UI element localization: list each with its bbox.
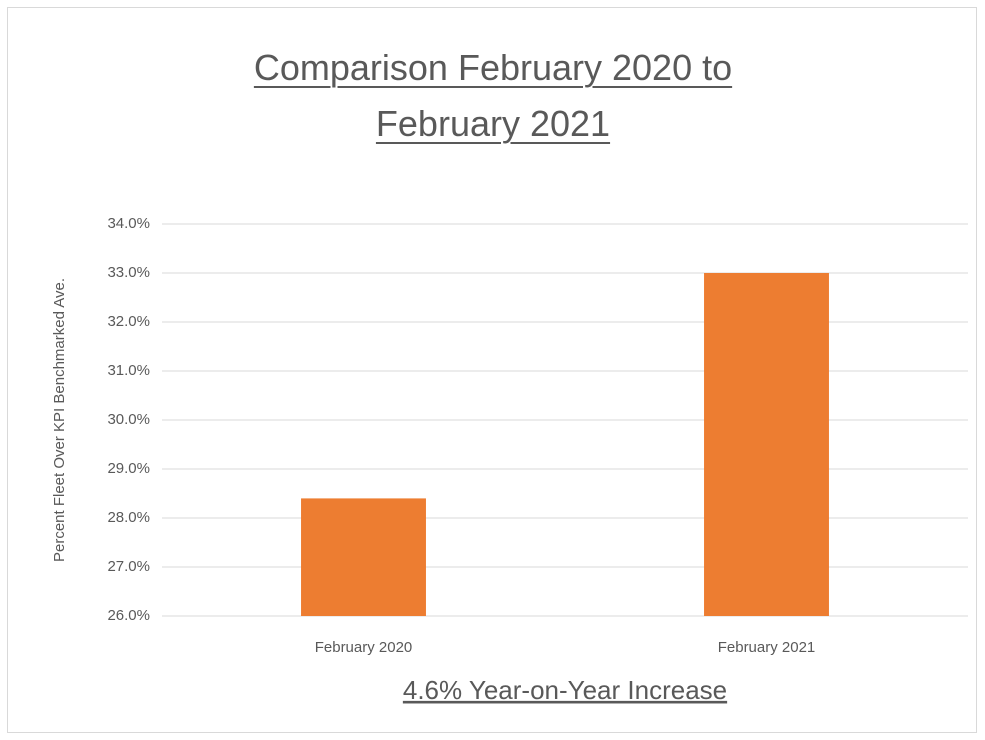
y-tick-label: 28.0%	[107, 509, 150, 526]
x-tick-label: February 2020	[315, 639, 413, 656]
y-tick-label: 33.0%	[107, 264, 150, 281]
y-tick-label: 34.0%	[107, 215, 150, 232]
x-axis-label: 4.6% Year-on-Year Increase	[403, 675, 727, 705]
y-tick-label: 27.0%	[107, 558, 150, 575]
x-tick-label: February 2021	[718, 639, 816, 656]
y-tick-label: 31.0%	[107, 362, 150, 379]
y-axis-label: Percent Fleet Over KPI Benchmarked Ave.	[51, 278, 68, 562]
y-tick-label: 30.0%	[107, 411, 150, 428]
chart-frame	[7, 7, 977, 733]
y-tick-label: 32.0%	[107, 313, 150, 330]
bar	[301, 498, 426, 616]
y-tick-label: 26.0%	[107, 607, 150, 624]
chart-title: Comparison February 2020 to February 202…	[253, 47, 733, 144]
bar	[704, 273, 829, 616]
y-tick-label: 29.0%	[107, 460, 150, 477]
